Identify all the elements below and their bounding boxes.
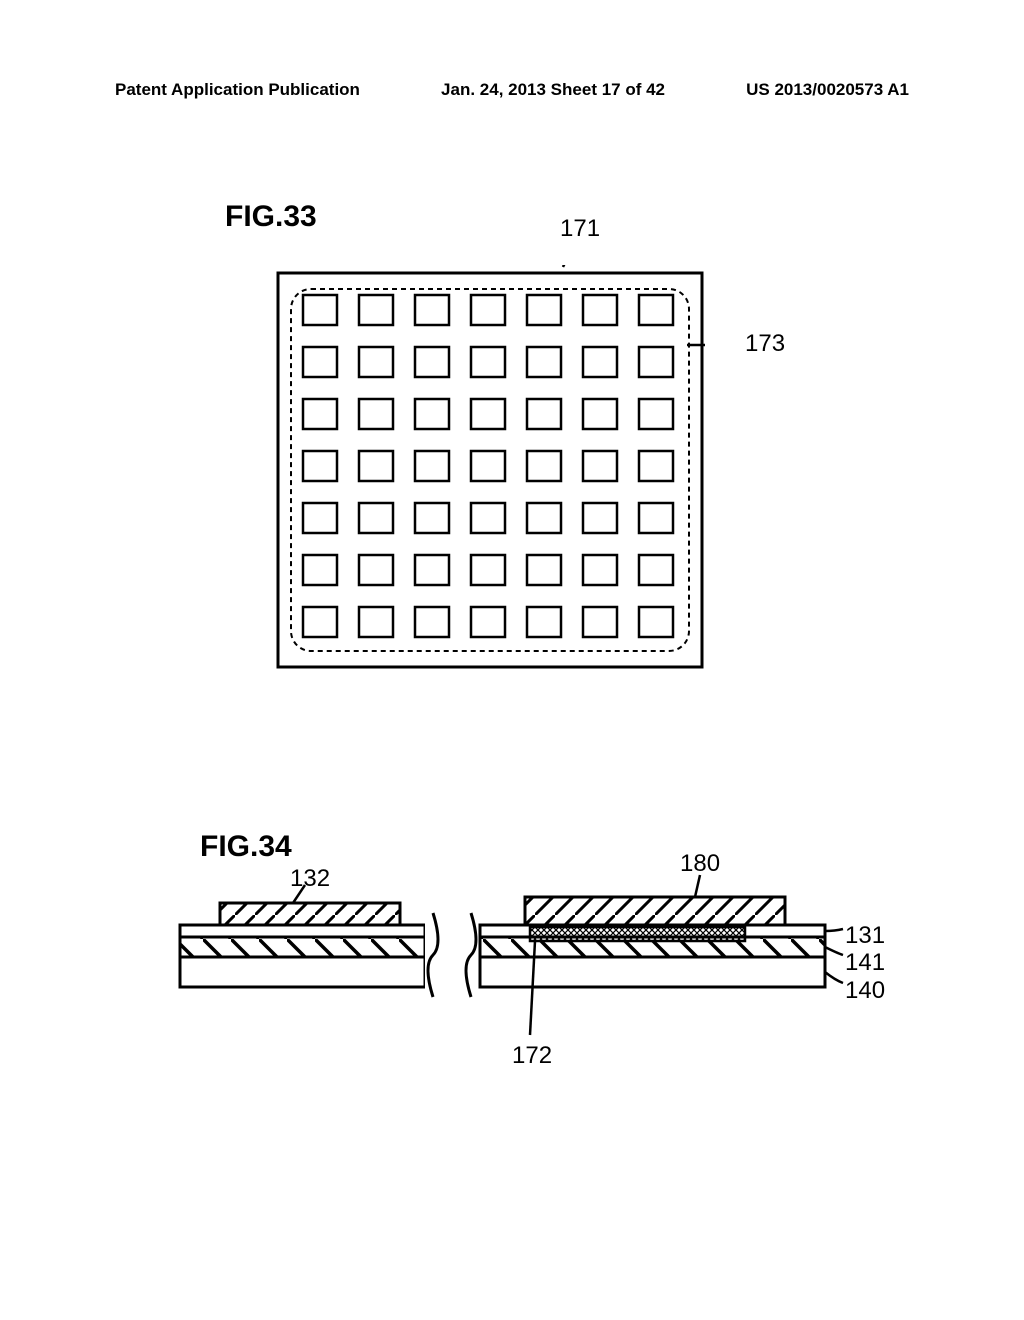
- fig33-cell: [527, 399, 561, 429]
- fig33-cell: [415, 451, 449, 481]
- fig33-cell: [583, 503, 617, 533]
- fig33-cell: [303, 503, 337, 533]
- fig33-cell: [303, 399, 337, 429]
- label-171-text: 171: [560, 215, 600, 242]
- fig33-cell: [527, 347, 561, 377]
- fig33-cell: [415, 503, 449, 533]
- fig34-diagram: [175, 855, 875, 1075]
- label-173: 173: [745, 330, 785, 358]
- fig33-cell: [471, 451, 505, 481]
- fig33-cell: [583, 607, 617, 637]
- arrow-171: [558, 265, 575, 267]
- fig33-cell: [359, 347, 393, 377]
- fig33-cell: [527, 607, 561, 637]
- page-header: Patent Application Publication Jan. 24, …: [0, 80, 1024, 100]
- fig34-right-segment: [480, 897, 825, 987]
- fig33-cell: [303, 555, 337, 585]
- fig33-cell: [471, 503, 505, 533]
- fig33-cell: [415, 399, 449, 429]
- fig34-left-segment: [180, 903, 425, 987]
- fig33-title: FIG.33: [225, 200, 317, 234]
- fig33-cell: [471, 607, 505, 637]
- fig33-cell: [359, 503, 393, 533]
- fig33-cell: [583, 451, 617, 481]
- fig33-cell: [583, 555, 617, 585]
- header-right: US 2013/0020573 A1: [746, 80, 909, 100]
- fig33-cell: [639, 347, 673, 377]
- fig33-cell: [583, 295, 617, 325]
- fig34-break: [425, 913, 480, 997]
- fig33-cell: [639, 399, 673, 429]
- fig33-cell: [415, 347, 449, 377]
- fig33-cell: [415, 295, 449, 325]
- fig33-cell: [303, 451, 337, 481]
- fig33-cell: [303, 347, 337, 377]
- fig33-cell: [527, 295, 561, 325]
- fig33-cell: [471, 555, 505, 585]
- fig33-cell: [639, 451, 673, 481]
- fig33-cell: [471, 399, 505, 429]
- fig33-cell: [639, 555, 673, 585]
- fig33-diagram: [275, 265, 705, 670]
- fig33-cell: [527, 555, 561, 585]
- fig33-cell: [303, 607, 337, 637]
- label-171: 171: [560, 215, 600, 243]
- fig33-cell: [303, 295, 337, 325]
- fig33-cell: [527, 503, 561, 533]
- fig33-cell: [415, 555, 449, 585]
- fig33-cell: [639, 295, 673, 325]
- fig33-cell: [359, 607, 393, 637]
- fig33-grid: [303, 295, 673, 637]
- region-180: [525, 897, 785, 925]
- fig33-cell: [359, 399, 393, 429]
- fig33-cell: [583, 347, 617, 377]
- fig33-cell: [527, 451, 561, 481]
- fig33-cell: [471, 347, 505, 377]
- fig33-cell: [639, 607, 673, 637]
- fig33-cell: [471, 295, 505, 325]
- region-172: [530, 927, 745, 941]
- header-left: Patent Application Publication: [115, 80, 360, 100]
- fig33-cell: [359, 451, 393, 481]
- fig33-cell: [415, 607, 449, 637]
- fig33-cell: [639, 503, 673, 533]
- fig33-cell: [359, 295, 393, 325]
- header-mid: Jan. 24, 2013 Sheet 17 of 42: [441, 80, 665, 100]
- fig33-cell: [583, 399, 617, 429]
- fig33-cell: [359, 555, 393, 585]
